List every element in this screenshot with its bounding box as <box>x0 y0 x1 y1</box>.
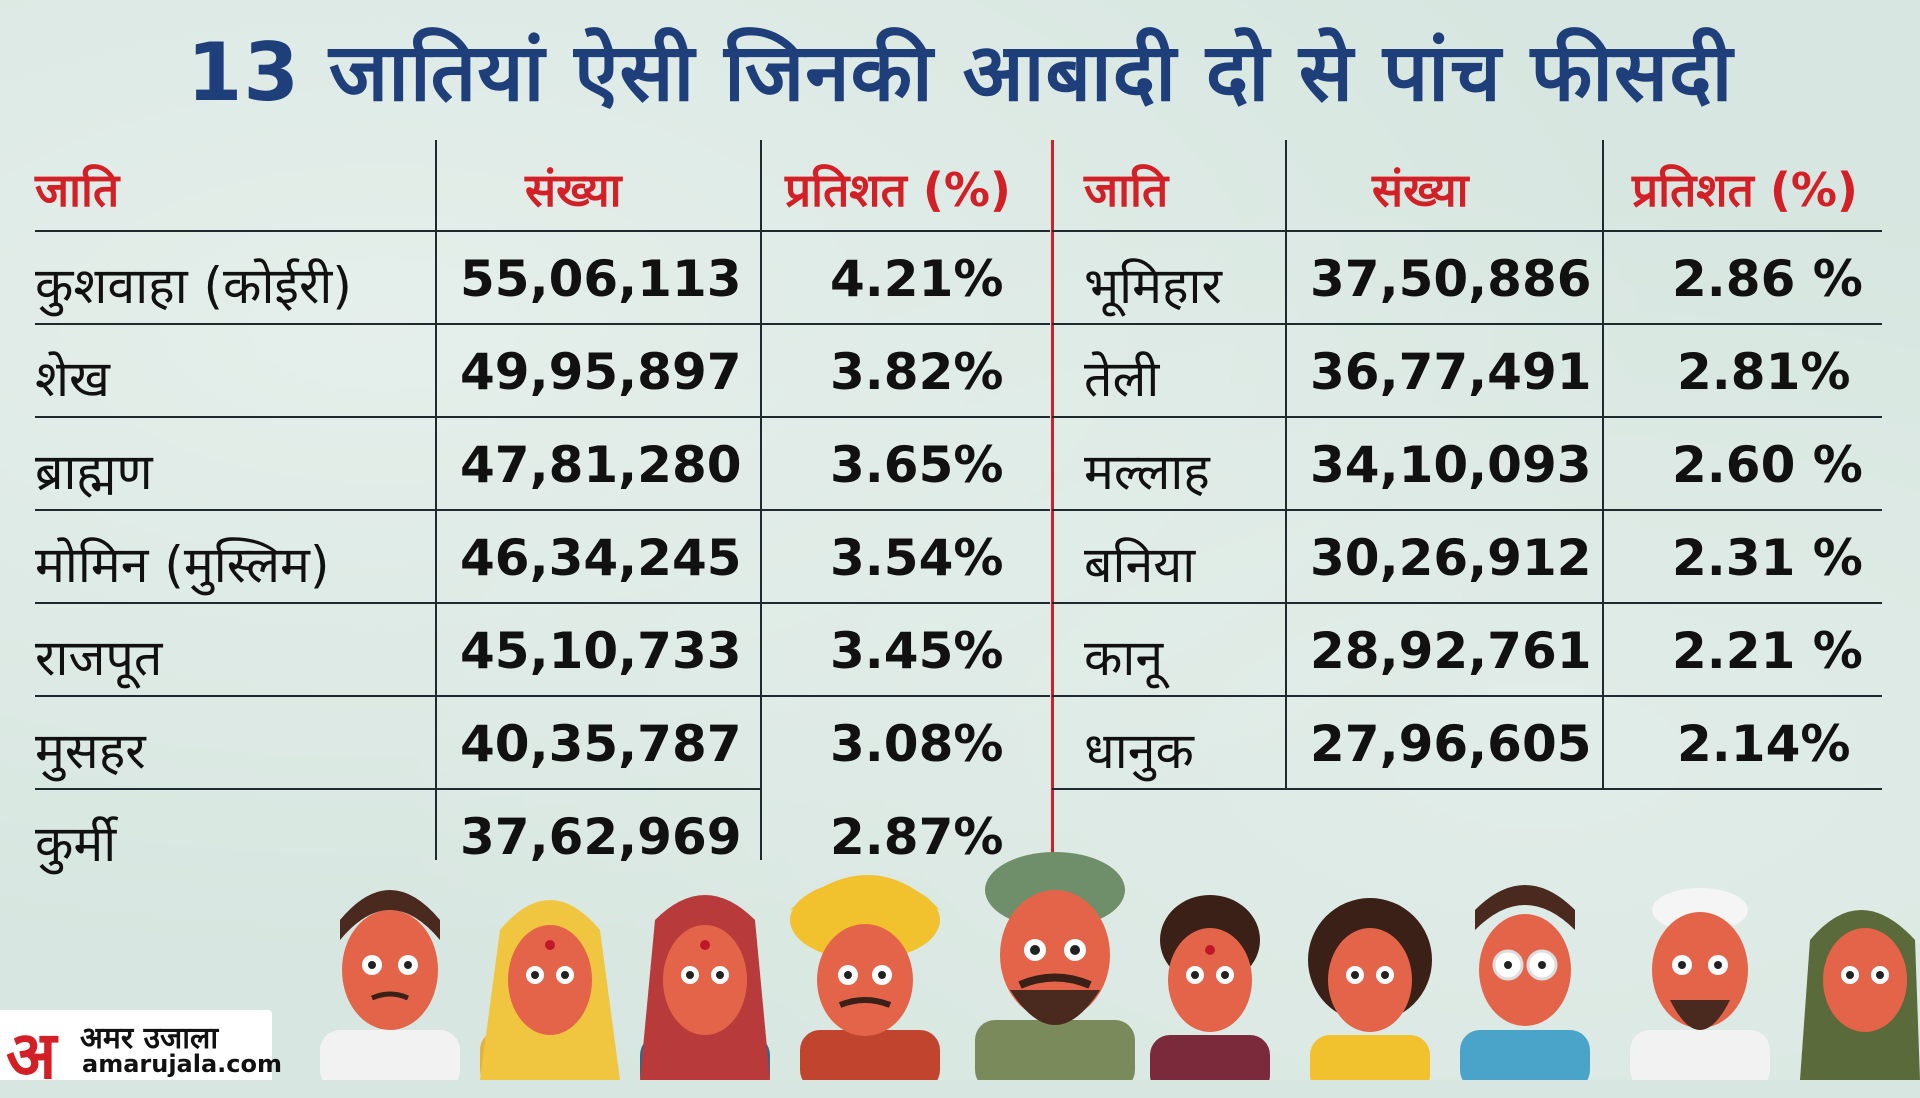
caste-name: कानू <box>1084 629 1164 687</box>
header-caste: जाति <box>1084 163 1169 217</box>
left-table: जाति संख्या प्रतिशत (%) कुशवाहा (कोईरी) … <box>35 140 1050 873</box>
caste-count: 49,95,897 <box>460 343 742 401</box>
right-col-divider-2 <box>1602 140 1604 788</box>
page-title: 13 जातियां ऐसी जिनकी आबादी दो से पांच फी… <box>186 26 1734 119</box>
table-row: बनिया 30,26,912 2.31 % <box>1052 509 1882 604</box>
header-count: संख्या <box>525 163 622 217</box>
person-7-woman-curly <box>1308 898 1432 1080</box>
caste-percent: 4.21% <box>830 250 1004 308</box>
caste-name: मल्लाह <box>1084 443 1210 501</box>
table-row: राजपूत 45,10,733 3.45% <box>35 602 1050 697</box>
table-row: शेख 49,95,897 3.82% <box>35 323 1050 418</box>
person-1-man <box>320 890 460 1080</box>
caste-count: 37,50,886 <box>1310 250 1592 308</box>
caste-count: 45,10,733 <box>460 622 742 680</box>
caste-count: 46,34,245 <box>460 529 742 587</box>
table-row: भूमिहार 37,50,886 2.86 % <box>1052 230 1882 325</box>
person-3-woman <box>640 895 770 1080</box>
header-count: संख्या <box>1372 163 1469 217</box>
table-row: मोमिन (मुस्लिम) 46,34,245 3.54% <box>35 509 1050 604</box>
person-6-woman <box>1150 895 1270 1080</box>
caste-count: 34,10,093 <box>1310 436 1592 494</box>
caste-percent: 3.82% <box>830 343 1004 401</box>
caste-name: ब्राह्मण <box>35 443 153 501</box>
caste-count: 37,62,969 <box>460 808 742 866</box>
logo-name: अमर उजाला <box>80 1021 219 1056</box>
table-row: धानुक 27,96,605 2.14% <box>1052 695 1882 790</box>
person-9-man-cap <box>1630 888 1770 1080</box>
caste-count: 28,92,761 <box>1310 622 1592 680</box>
person-8-man-glasses <box>1460 885 1590 1080</box>
caste-percent: 2.21 % <box>1672 622 1863 680</box>
caste-percent: 2.86 % <box>1672 250 1863 308</box>
header-percent: प्रतिशत (%) <box>1632 163 1858 217</box>
person-5-turban-man <box>975 852 1135 1080</box>
caste-count: 30,26,912 <box>1310 529 1592 587</box>
left-table-header: जाति संख्या प्रतिशत (%) <box>35 140 1050 230</box>
caste-name: कुशवाहा (कोईरी) <box>35 257 352 315</box>
logo-url: amarujala.com <box>82 1050 283 1078</box>
caste-name: राजपूत <box>35 629 163 687</box>
caste-percent: 2.14% <box>1677 715 1851 773</box>
person-10-woman-hijab <box>1800 910 1920 1080</box>
right-table: जाति संख्या प्रतिशत (%) भूमिहार 37,50,88… <box>1052 140 1882 860</box>
table-row: कानू 28,92,761 2.21 % <box>1052 602 1882 697</box>
left-col-divider-1 <box>435 140 437 860</box>
caste-count: 36,77,491 <box>1310 343 1592 401</box>
right-table-header: जाति संख्या प्रतिशत (%) <box>1052 140 1882 230</box>
caste-percent: 3.54% <box>830 529 1004 587</box>
person-2-woman <box>480 900 620 1080</box>
caste-count: 55,06,113 <box>460 250 742 308</box>
person-4-turban-man <box>790 875 940 1080</box>
caste-count: 27,96,605 <box>1310 715 1592 773</box>
caste-count: 40,35,787 <box>460 715 742 773</box>
center-divider <box>1051 140 1054 860</box>
people-illustration <box>320 852 1920 1080</box>
caste-name: बनिया <box>1084 536 1196 594</box>
caste-percent: 2.81% <box>1677 343 1851 401</box>
caste-name: धानुक <box>1084 722 1194 780</box>
caste-name: कुर्मी <box>35 815 117 873</box>
caste-count: 47,81,280 <box>460 436 742 494</box>
right-col-divider-1 <box>1285 140 1287 788</box>
left-col-divider-2 <box>760 140 762 860</box>
table-row: कुशवाहा (कोईरी) 55,06,113 4.21% <box>35 230 1050 325</box>
table-row: कुर्मी 37,62,969 2.87% <box>35 788 1003 883</box>
table-row: ब्राह्मण 47,81,280 3.65% <box>35 416 1050 511</box>
amar-ujala-logo: अ अमर उजाला amarujala.com <box>0 1010 282 1094</box>
header-percent: प्रतिशत (%) <box>785 163 1011 217</box>
caste-percent: 3.45% <box>830 622 1004 680</box>
caste-percent: 2.31 % <box>1672 529 1863 587</box>
table-row: मल्लाह 34,10,093 2.60 % <box>1052 416 1882 511</box>
caste-name: मुसहर <box>35 722 146 780</box>
caste-percent: 3.08% <box>830 715 1004 773</box>
caste-name: शेख <box>35 350 110 408</box>
caste-percent: 3.65% <box>830 436 1004 494</box>
caste-percent: 2.87% <box>830 808 1004 866</box>
caste-name: मोमिन (मुस्लिम) <box>35 536 330 594</box>
table-row: मुसहर 40,35,787 3.08% <box>35 695 1050 790</box>
header-caste: जाति <box>35 163 120 217</box>
logo-mark: अ <box>6 1017 57 1094</box>
table-row: तेली 36,77,491 2.81% <box>1052 323 1882 418</box>
caste-name: भूमिहार <box>1084 257 1222 315</box>
caste-name: तेली <box>1084 350 1160 408</box>
caste-percent: 2.60 % <box>1672 436 1863 494</box>
table-bottom-border <box>1052 788 1882 790</box>
